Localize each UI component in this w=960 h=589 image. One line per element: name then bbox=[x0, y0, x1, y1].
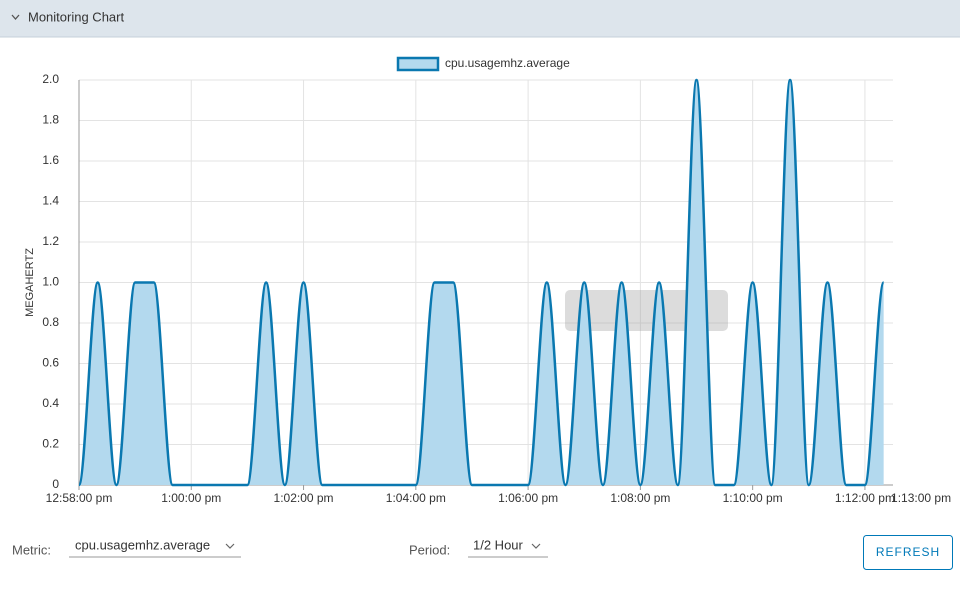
y-tick-label: 1.6 bbox=[42, 153, 59, 167]
metric-chevron[interactable] bbox=[225, 543, 235, 549]
x-tick-label: 1:10:00 pm bbox=[723, 491, 783, 505]
period-label: Period: bbox=[409, 542, 450, 557]
chart: 0 0.2 0.4 0.6 0.8 1.0 1.2 1.4 1.6 1.8 2.0 12:58:00 … bbox=[24, 56, 951, 505]
metric-label: Metric: bbox=[12, 542, 51, 557]
legend-label: cpu.usagemhz.average bbox=[445, 56, 570, 70]
header-bar bbox=[0, 0, 960, 37]
period-select[interactable]: 1/2 Hour bbox=[473, 537, 524, 552]
y-tick-label: 2.0 bbox=[42, 72, 59, 86]
collapse-chevron[interactable] bbox=[11, 14, 20, 20]
y-tick-label: 0.4 bbox=[42, 396, 59, 410]
y-axis-label: MEGAHERTZ bbox=[24, 248, 36, 317]
period-chevron[interactable] bbox=[531, 543, 541, 549]
x-tick-label: 1:02:00 pm bbox=[274, 491, 334, 505]
y-tick-label: 0 bbox=[52, 477, 59, 491]
y-tick-label: 1.2 bbox=[42, 234, 59, 248]
header-title: Monitoring Chart bbox=[28, 9, 124, 24]
metric-select[interactable]: cpu.usagemhz.average bbox=[75, 537, 210, 552]
legend-swatch bbox=[396, 56, 440, 72]
x-tick-label: 1:00:00 pm bbox=[161, 491, 221, 505]
x-tick-label: 12:58:00 pm bbox=[46, 491, 113, 505]
y-tick-label: 1.4 bbox=[42, 194, 59, 208]
x-tick-label: 1:06:00 pm bbox=[498, 491, 558, 505]
refresh-button[interactable] bbox=[863, 535, 953, 570]
refresh-label[interactable]: REFRESH bbox=[876, 545, 940, 559]
y-tick-label: 0.2 bbox=[42, 437, 59, 451]
y-tick-label: 1.0 bbox=[42, 275, 59, 289]
y-tick-label: 1.8 bbox=[42, 113, 59, 127]
x-tick-label: 1:13:00 pm bbox=[891, 491, 951, 505]
x-tick-label: 1:08:00 pm bbox=[610, 491, 670, 505]
x-tick-label: 1:04:00 pm bbox=[386, 491, 446, 505]
series-line bbox=[77, 78, 885, 487]
x-tick-label: 1:12:00 pm bbox=[835, 491, 895, 505]
area-fill bbox=[79, 80, 884, 485]
y-tick-label: 0.8 bbox=[42, 315, 59, 329]
y-tick-label: 0.6 bbox=[42, 356, 59, 370]
